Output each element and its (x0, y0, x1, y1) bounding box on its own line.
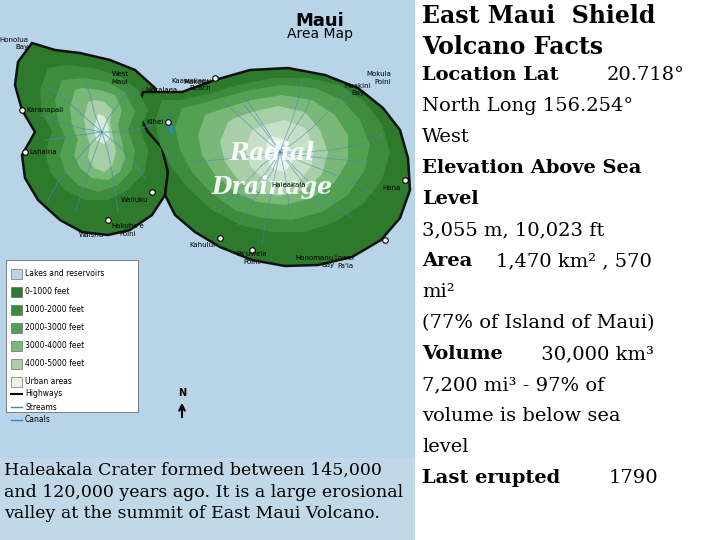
Text: 4000-5000 feet: 4000-5000 feet (25, 359, 84, 368)
Text: 20.718°: 20.718° (607, 66, 685, 84)
Polygon shape (265, 136, 292, 172)
Text: level: level (422, 438, 469, 456)
Text: Volcano Facts: Volcano Facts (422, 35, 603, 59)
Text: 2000-3000 feet: 2000-3000 feet (25, 322, 84, 332)
Polygon shape (155, 78, 390, 232)
Text: Canals: Canals (25, 415, 51, 424)
Text: Waishu: Waishu (78, 232, 104, 238)
Text: Hana: Hana (383, 185, 401, 191)
Text: Urban areas: Urban areas (25, 376, 72, 386)
FancyBboxPatch shape (11, 341, 22, 351)
Polygon shape (220, 106, 328, 196)
Text: Maui: Maui (296, 12, 344, 30)
Polygon shape (175, 85, 370, 220)
Text: Area Map: Area Map (287, 27, 353, 41)
FancyBboxPatch shape (11, 305, 22, 315)
Text: Lahaina: Lahaina (29, 149, 57, 155)
FancyBboxPatch shape (415, 0, 720, 540)
Text: Makena: Makena (184, 79, 211, 85)
Text: 0-1000 feet: 0-1000 feet (25, 287, 70, 295)
Text: Streams: Streams (25, 402, 57, 411)
Text: Honomanu
Bay: Honomanu Bay (296, 255, 334, 268)
Text: West: West (422, 128, 469, 146)
Text: 3,055 m, 10,023 ft: 3,055 m, 10,023 ft (422, 221, 604, 239)
Text: Location Lat: Location Lat (422, 66, 565, 84)
Text: Kahului: Kahului (190, 242, 216, 248)
FancyBboxPatch shape (6, 260, 138, 412)
Text: Huakini
Bay: Huakini Bay (345, 84, 372, 97)
FancyBboxPatch shape (0, 458, 415, 540)
Text: Last erupted: Last erupted (422, 469, 567, 487)
Polygon shape (94, 114, 110, 144)
Text: Pa'uwela
Point: Pa'uwela Point (237, 252, 267, 265)
Text: Elevation Above Sea: Elevation Above Sea (422, 159, 642, 177)
Text: Volume: Volume (422, 345, 510, 363)
Polygon shape (55, 78, 135, 192)
Text: Honolua
Bay: Honolua Bay (0, 37, 28, 50)
FancyBboxPatch shape (11, 359, 22, 369)
Text: 1,470 km² , 570: 1,470 km² , 570 (495, 252, 652, 270)
Text: (77% of Island of Maui): (77% of Island of Maui) (422, 314, 654, 332)
Text: mi²: mi² (422, 283, 454, 301)
Text: Haleakala: Haleakala (271, 182, 306, 188)
FancyBboxPatch shape (11, 269, 22, 279)
Text: 30,000 km³: 30,000 km³ (535, 345, 654, 363)
Text: 1790: 1790 (609, 469, 659, 487)
Text: 7,200 mi³ - 97% of: 7,200 mi³ - 97% of (422, 376, 604, 394)
Polygon shape (137, 68, 410, 266)
Polygon shape (70, 88, 125, 180)
Polygon shape (245, 120, 314, 185)
Polygon shape (84, 100, 116, 172)
Text: Karanapali: Karanapali (26, 107, 63, 113)
Text: Lower
Pa'ia: Lower Pa'ia (335, 255, 356, 268)
Text: Wailuku: Wailuku (120, 197, 148, 203)
Text: Maralaea: Maralaea (146, 87, 178, 93)
Text: Lakes and reservoirs: Lakes and reservoirs (25, 268, 104, 278)
Text: West
Maui: West Maui (112, 71, 129, 84)
Text: North Long 156.254°: North Long 156.254° (422, 97, 633, 115)
FancyBboxPatch shape (0, 0, 415, 540)
Text: Kaawakapu
Beach: Kaawakapu Beach (171, 78, 211, 91)
FancyBboxPatch shape (11, 377, 22, 387)
Text: Mokula
Poini: Mokula Poini (366, 71, 391, 84)
Text: N: N (178, 388, 186, 398)
Text: volume is below sea: volume is below sea (422, 407, 621, 425)
Polygon shape (15, 43, 168, 235)
FancyBboxPatch shape (11, 287, 22, 297)
Text: Haleakala Crater formed between 145,000
and 120,000 years ago. It is a large ero: Haleakala Crater formed between 145,000 … (4, 462, 403, 522)
Text: Hakuhe'e
Poini: Hakuhe'e Poini (112, 224, 145, 237)
Text: Kihei: Kihei (147, 119, 164, 125)
Text: East Maui  Shield: East Maui Shield (422, 4, 655, 28)
Text: 1000-2000 feet: 1000-2000 feet (25, 305, 84, 314)
Text: Level: Level (422, 190, 479, 208)
Polygon shape (198, 95, 348, 205)
Text: Highways: Highways (25, 389, 62, 399)
Polygon shape (40, 65, 148, 200)
Text: Radial
Drainage: Radial Drainage (212, 141, 333, 199)
Text: 3000-4000 feet: 3000-4000 feet (25, 341, 84, 349)
Text: Area: Area (422, 252, 479, 270)
FancyBboxPatch shape (11, 323, 22, 333)
